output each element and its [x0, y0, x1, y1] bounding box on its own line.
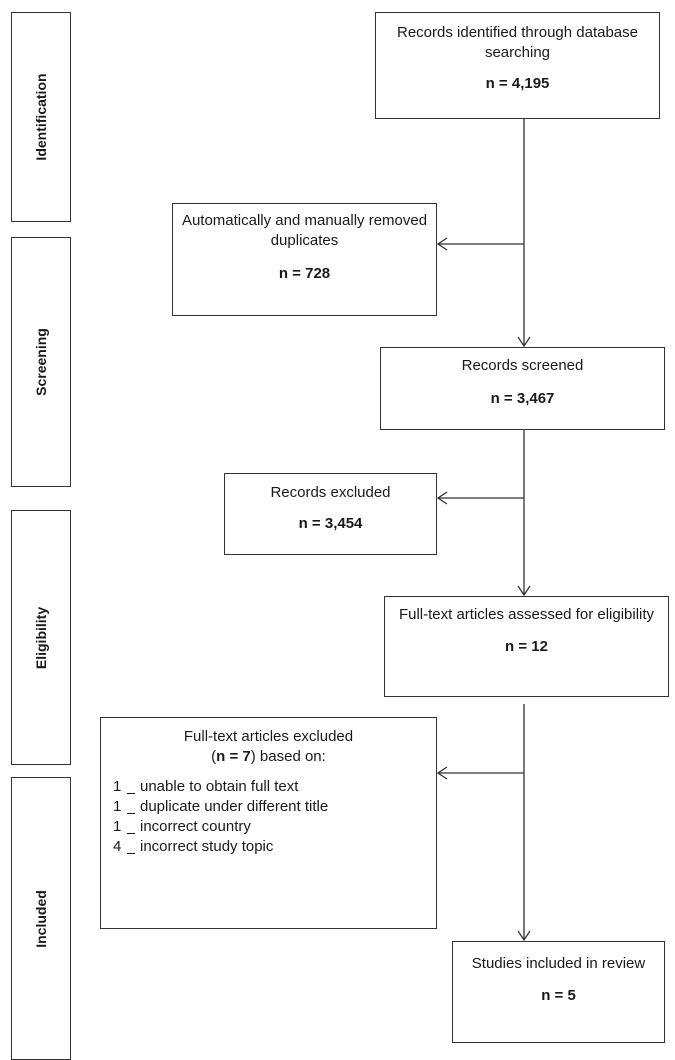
records-identified-count: n = 4,195	[485, 75, 550, 92]
removed-duplicates-count: n = 728	[278, 265, 331, 282]
phase-identification: Identification	[11, 12, 71, 222]
phase-eligibility: Eligibility	[11, 510, 71, 765]
fulltext-assessed-count: n = 12	[505, 638, 548, 655]
records-screened-count: n = 3,467	[490, 390, 555, 407]
fulltext-excluded-label: Full-text articles excluded	[183, 728, 354, 745]
arrowhead-fulltext-excluded	[436, 766, 448, 780]
exclusion-reason: 4 incorrect study topic	[113, 838, 274, 855]
arrowhead-included	[517, 930, 531, 942]
box-fulltext-excluded: Full-text articles excluded (n = 7) base…	[100, 717, 437, 929]
exclusion-reason: 1 unable to obtain full text	[113, 778, 299, 795]
arrowhead-records-excluded	[436, 491, 448, 505]
records-excluded-label: Records excluded	[270, 484, 391, 501]
removed-duplicates-label: Automatically and manually removed dupli…	[181, 212, 428, 249]
records-excluded-count: n = 3,454	[298, 515, 363, 532]
arrowhead-assessed	[517, 585, 531, 597]
box-records-screened: Records screened n = 3,467	[380, 347, 665, 430]
fulltext-excluded-count-line: (n = 7) based on:	[211, 748, 326, 765]
box-records-excluded: Records excluded n = 3,454	[224, 473, 437, 555]
box-removed-duplicates: Automatically and manually removed dupli…	[172, 203, 437, 316]
exclusion-reason: 1 incorrect country	[113, 818, 251, 835]
box-fulltext-assessed: Full-text articles assessed for eligibil…	[384, 596, 669, 697]
box-records-identified: Records identified through database sear…	[375, 12, 660, 119]
fulltext-assessed-label: Full-text articles assessed for eligibil…	[398, 606, 655, 623]
records-identified-label: Records identified through database sear…	[397, 24, 638, 61]
arrowhead-duplicates	[436, 237, 448, 251]
phase-included: Included	[11, 777, 71, 1060]
studies-included-count: n = 5	[541, 987, 576, 1004]
studies-included-label: Studies included in review	[471, 955, 646, 972]
records-screened-label: Records screened	[461, 357, 584, 374]
exclusion-reason: 1 duplicate under different title	[113, 798, 329, 815]
arrowhead-screened	[517, 336, 531, 348]
exclusion-reasons-list: 1 unable to obtain full text 1 duplicate u…	[113, 777, 436, 857]
box-studies-included: Studies included in review n = 5	[452, 941, 665, 1043]
fulltext-excluded-count: n = 7	[216, 748, 251, 765]
phase-screening: Screening	[11, 237, 71, 487]
